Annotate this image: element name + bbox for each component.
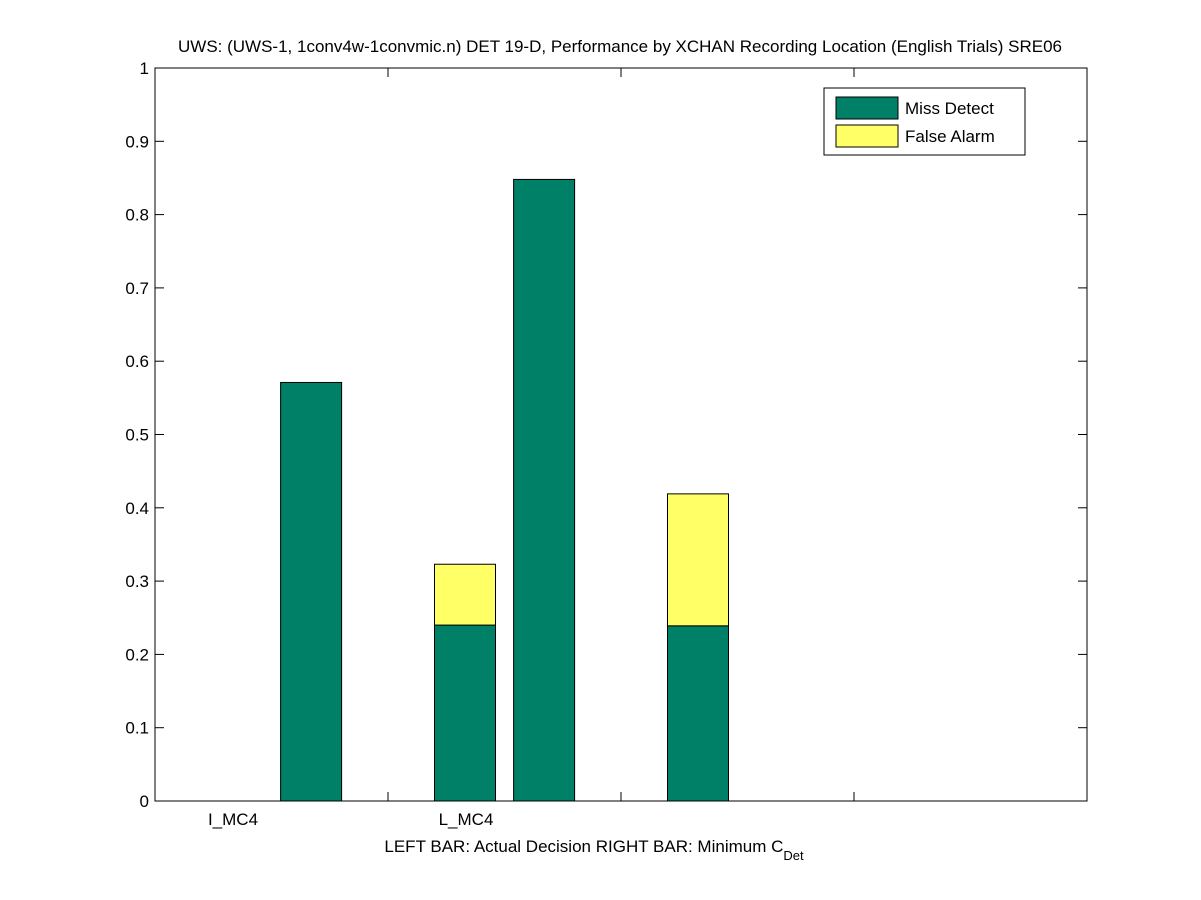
y-tick-label: 0.3 xyxy=(125,572,149,591)
x-axis-label: LEFT BAR: Actual Decision RIGHT BAR: Min… xyxy=(384,837,804,863)
bar-false-alarm-l-mc4-minimum xyxy=(667,493,729,627)
x-axis-label-subscript: Det xyxy=(783,848,804,863)
y-tick-label: 0.2 xyxy=(125,645,149,664)
chart-marks: 0 0.1 0.2 0.3 0.4 0.5 0.6 0.7 0.8 0.9 1 I_MC4 L_MC4 xyxy=(125,59,1088,829)
y-tick-label: 0.8 xyxy=(125,206,149,225)
bar-miss-detect-i-mc4-minimum xyxy=(434,624,496,802)
legend-label: Miss Detect xyxy=(905,99,994,118)
bar-false-alarm-i-mc4-minimum xyxy=(434,563,496,626)
legend: Miss Detect False Alarm xyxy=(823,87,1026,156)
chart-title: UWS: (UWS-1, 1conv4w-1convmic.n) DET 19-… xyxy=(178,37,1062,56)
y-tick-label: 1 xyxy=(140,59,149,78)
legend-swatch xyxy=(835,124,899,148)
legend-label: False Alarm xyxy=(905,127,995,146)
x-axis-label-main: LEFT BAR: Actual Decision RIGHT BAR: Min… xyxy=(384,837,783,856)
bar-miss-detect-l-mc4-actual xyxy=(513,178,576,802)
bar-miss-detect-l-mc4-minimum xyxy=(667,625,729,802)
y-tick-label: 0.7 xyxy=(125,279,149,298)
x-tick-label: I_MC4 xyxy=(208,810,258,829)
bar-miss-detect-i-mc4-actual xyxy=(280,381,343,802)
y-tick-label: 0.5 xyxy=(125,426,149,445)
y-tick-label: 0 xyxy=(140,792,149,811)
x-tick-label: L_MC4 xyxy=(439,810,494,829)
y-tick-label: 0.6 xyxy=(125,352,149,371)
y-tick-label: 0.1 xyxy=(125,719,149,738)
legend-swatch xyxy=(835,96,899,120)
y-tick-label: 0.4 xyxy=(125,499,149,518)
y-tick-label: 0.9 xyxy=(125,132,149,151)
